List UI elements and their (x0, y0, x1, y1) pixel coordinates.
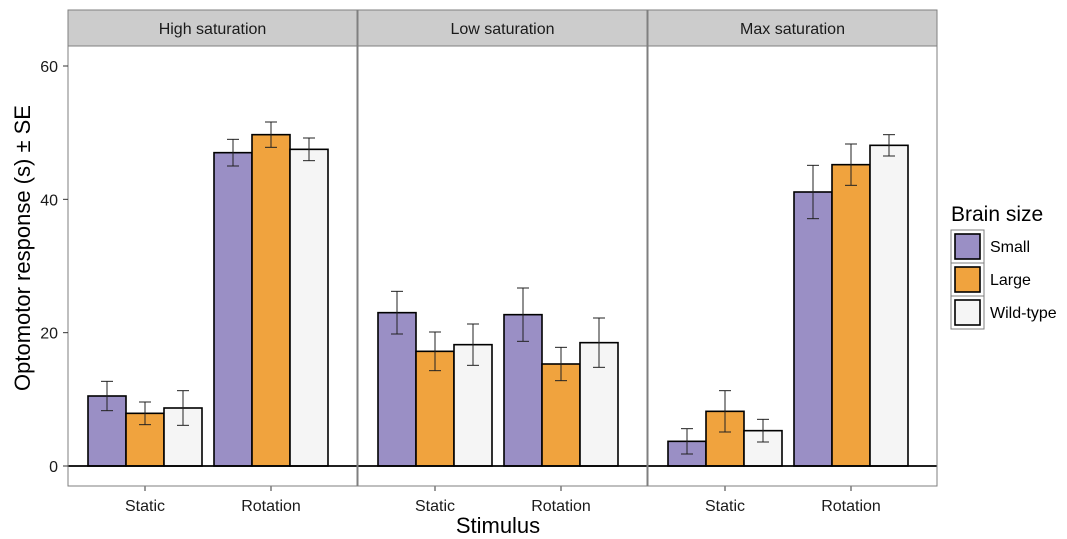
bar-high-saturation-rotation-wild-type (289, 148, 329, 467)
y-axis-title: Optomotor response (s) ± SE (10, 105, 35, 391)
y-tick-label: 0 (49, 459, 58, 476)
facet-label: Max saturation (740, 21, 845, 38)
facet-strip (67, 9, 358, 47)
error-bar-high-saturation-static-small (101, 380, 113, 412)
panel-low-saturation: Low saturation Static Rotation (357, 9, 648, 515)
error-bar-max-saturation-rotation-small (807, 164, 819, 220)
legend-swatch (954, 233, 981, 260)
panel-border (357, 45, 648, 487)
error-bar-high-saturation-rotation-large (265, 121, 277, 148)
legend-label: Wild-type (990, 305, 1057, 322)
error-bar-max-saturation-static-large (719, 390, 731, 433)
y-tick-label: 40 (40, 192, 58, 209)
bar-max-saturation-rotation-large (831, 163, 871, 467)
bar-max-saturation-rotation-wild-type (869, 144, 909, 467)
legend-items: Small Large Wild-type (950, 229, 1057, 330)
y-axis: 0 20 40 60 (40, 59, 68, 476)
error-bar-low-saturation-rotation-large (555, 346, 567, 382)
legend-swatch (954, 266, 981, 293)
error-bar-high-saturation-rotation-small (227, 138, 239, 167)
x-tick-label: Static (415, 498, 455, 515)
panel-high-saturation: High saturation Static Rotation (67, 9, 358, 515)
error-bar-low-saturation-static-wild-type (467, 323, 479, 366)
panel-border (647, 45, 938, 487)
legend-label: Large (990, 272, 1031, 289)
x-tick-label: Static (705, 498, 745, 515)
error-bar-max-saturation-rotation-large (845, 143, 857, 186)
legend: Brain size Small Large Wild-type (950, 203, 1057, 330)
bar-high-saturation-rotation-large (251, 133, 291, 467)
legend-item-large: Large (950, 262, 1031, 297)
legend-title: Brain size (951, 203, 1043, 226)
error-bar-max-saturation-static-wild-type (757, 418, 769, 443)
legend-item-small: Small (950, 229, 1030, 264)
error-bar-max-saturation-rotation-wild-type (883, 134, 895, 157)
y-tick-label: 60 (40, 59, 58, 76)
error-bar-max-saturation-static-small (681, 428, 693, 455)
error-bar-high-saturation-rotation-wild-type (303, 137, 315, 162)
panel-max-saturation: Max saturation Static Rotation (647, 9, 938, 515)
panel-border (67, 45, 358, 487)
facet-label: High saturation (159, 21, 267, 38)
error-bar-low-saturation-rotation-small (517, 287, 529, 342)
error-bar-high-saturation-static-wild-type (177, 390, 189, 426)
error-bar-low-saturation-static-large (429, 331, 441, 372)
x-tick-label: Static (125, 498, 165, 515)
x-tick-label: Rotation (241, 498, 301, 515)
x-axis-title: Stimulus (456, 513, 540, 538)
legend-swatch (954, 299, 981, 326)
facet-label: Low saturation (450, 21, 554, 38)
legend-label: Small (990, 239, 1030, 256)
error-bar-low-saturation-rotation-wild-type (593, 317, 605, 368)
x-tick-label: Rotation (821, 498, 881, 515)
bar-high-saturation-rotation-small (213, 151, 253, 467)
bar-max-saturation-rotation-small (793, 191, 833, 467)
x-tick-label: Rotation (531, 498, 591, 515)
facet-strip (357, 9, 648, 47)
legend-item-wild-type: Wild-type (950, 295, 1057, 330)
y-tick-label: 20 (40, 326, 58, 343)
error-bar-low-saturation-static-small (391, 290, 403, 335)
bar-low-saturation-static-small (377, 311, 417, 467)
error-bar-high-saturation-static-large (139, 401, 151, 426)
